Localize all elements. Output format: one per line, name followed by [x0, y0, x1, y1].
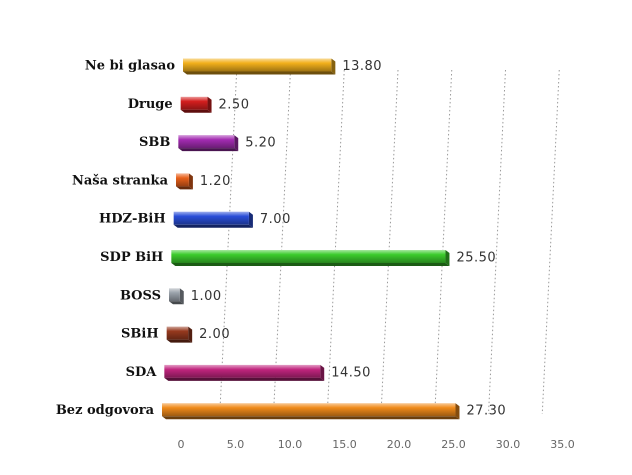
bar-end-cap: [248, 211, 253, 228]
value-label: 7.00: [260, 212, 291, 227]
bar-bottom-face: [171, 263, 450, 266]
category-label: SDP BiH: [100, 250, 163, 265]
x-tick-label: 0: [178, 438, 185, 451]
value-label: 5.20: [245, 136, 276, 151]
bars: [162, 58, 460, 420]
x-tick-label: 10.0: [278, 438, 303, 451]
bar: [180, 96, 212, 113]
bar-bottom-face: [180, 109, 212, 113]
category-label: SDA: [126, 365, 158, 380]
value-label: 25.50: [456, 251, 496, 266]
category-label: SBiH: [121, 327, 159, 342]
bar: [162, 403, 460, 420]
category-label: Ne bi glasao: [85, 59, 175, 74]
value-label: 27.30: [466, 404, 506, 419]
category-label: HDZ-BiH: [99, 212, 166, 227]
gridline: [380, 69, 399, 415]
x-tick-label: 25.0: [441, 438, 466, 451]
bar-end-cap: [455, 403, 460, 420]
x-tick-label: 5.0: [227, 438, 245, 451]
bar-bottom-face: [166, 339, 193, 343]
bar-front-face: [169, 288, 180, 302]
bar-bottom-face: [173, 224, 253, 228]
bar-front-face: [164, 364, 321, 378]
value-label: 1.00: [191, 289, 222, 304]
bar-front-face: [180, 96, 208, 110]
bar-bottom-face: [176, 186, 193, 190]
bar-end-cap: [445, 250, 450, 266]
bar-end-cap: [320, 364, 325, 381]
bar-front-face: [178, 135, 235, 149]
gridline: [488, 69, 506, 415]
gridlines: [219, 69, 560, 415]
bar-front-face: [171, 250, 446, 263]
category-label: Naša stranka: [72, 173, 169, 188]
value-label: 2.00: [199, 327, 230, 342]
bar: [178, 135, 239, 152]
bar: [169, 288, 184, 305]
bar-end-cap: [331, 58, 336, 75]
gridline: [541, 69, 560, 415]
category-label: BOSS: [120, 288, 161, 303]
value-label: 1.20: [200, 174, 231, 189]
bar-front-face: [173, 211, 249, 225]
gridline: [326, 69, 345, 415]
bar-end-cap: [179, 288, 184, 305]
bar-front-face: [162, 403, 456, 417]
bar-bottom-face: [162, 416, 460, 420]
bar-end-cap: [188, 173, 193, 190]
bar: [166, 326, 193, 343]
x-tick-label: 35.0: [550, 438, 575, 451]
category-label: Bez odgovora: [56, 403, 155, 418]
category-label: Druge: [128, 97, 173, 112]
bar: [173, 211, 253, 228]
bar-bottom-face: [183, 71, 336, 75]
bar: [176, 173, 193, 190]
x-axis-ticks: 0 5.0 10.0 15.0 20.0 25.0 30.0 35.0: [178, 438, 575, 451]
bar: [164, 364, 325, 381]
bar-front-face: [176, 173, 189, 187]
category-label: SBB: [139, 135, 170, 150]
bar-front-face: [166, 326, 189, 340]
bar-front-face: [183, 58, 332, 72]
gridline: [434, 69, 453, 415]
bar-end-cap: [234, 135, 239, 152]
value-label: 2.50: [219, 97, 250, 112]
bar-bottom-face: [164, 377, 325, 381]
bar: [171, 250, 450, 266]
bar-bottom-face: [178, 148, 239, 152]
bar-bottom-face: [169, 301, 184, 305]
gridline: [219, 69, 238, 415]
bar-end-cap: [188, 326, 193, 343]
value-label: 13.80: [342, 59, 382, 74]
x-tick-label: 20.0: [387, 438, 412, 451]
category-labels: Ne bi glasao Druge SBB Naša stranka HDZ-BiH S…: [56, 59, 176, 419]
x-tick-label: 15.0: [332, 438, 357, 451]
bar-end-cap: [207, 96, 212, 113]
x-tick-label: 30.0: [496, 438, 521, 451]
bar: [183, 58, 336, 75]
value-label: 14.50: [331, 365, 371, 380]
gridline: [273, 69, 291, 415]
value-labels: 13.80 2.50 5.20 1.20 7.00 25.50 1.00 2.00 14.50 2…: [191, 59, 506, 419]
